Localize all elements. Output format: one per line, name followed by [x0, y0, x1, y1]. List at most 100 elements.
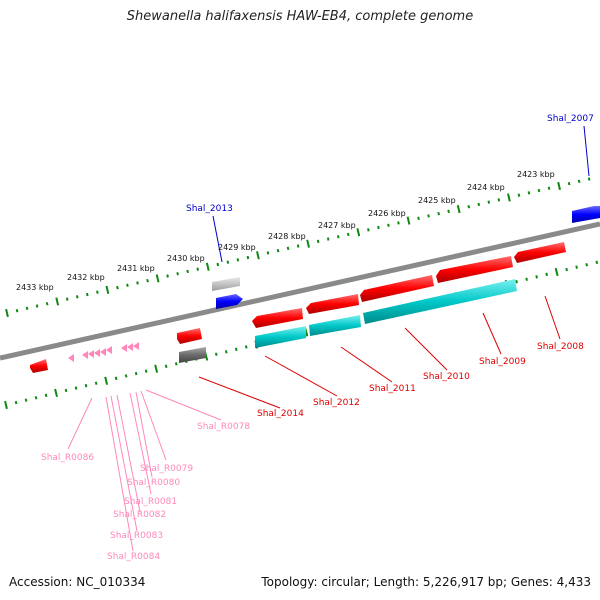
- minor-tick: [84, 383, 88, 388]
- label-shal-2013[interactable]: Shal_2013: [186, 204, 233, 214]
- gene-shal-2010[interactable]: [360, 275, 434, 302]
- label-shal-r0083[interactable]: Shal_R0083: [110, 531, 163, 541]
- minor-tick: [86, 292, 89, 297]
- gene-labels: Shal_2007 Shal_2013 Shal_2008 Shal_2009 …: [41, 114, 594, 562]
- minor-tick: [535, 275, 538, 279]
- outer-tick-ring: [5, 177, 591, 318]
- minor-tick: [467, 205, 471, 209]
- trna-shal-r0081[interactable]: [100, 348, 106, 356]
- minor-tick: [14, 400, 18, 405]
- minor-tick: [487, 200, 491, 204]
- minor-tick: [214, 352, 218, 356]
- gene-far-left[interactable]: [30, 359, 48, 373]
- minor-tick: [567, 181, 571, 186]
- gene-shal-2009[interactable]: [436, 256, 513, 283]
- minor-tick: [587, 177, 591, 181]
- accession-text: Accession: NC_010334: [9, 575, 146, 589]
- minor-tick: [477, 202, 481, 207]
- trna-extra[interactable]: [133, 342, 139, 350]
- gene-shal-2011[interactable]: [306, 294, 359, 314]
- minor-tick: [296, 244, 300, 248]
- cds-teal-1[interactable]: [255, 326, 306, 348]
- minor-tick: [45, 302, 49, 306]
- minor-tick: [96, 290, 99, 294]
- scale-label-2433: 2433 kbp: [16, 283, 54, 292]
- label-shal-r0086[interactable]: Shal_R0086: [41, 453, 94, 463]
- scale-label-2432: 2432 kbp: [67, 273, 105, 282]
- label-shal-2014[interactable]: Shal_2014: [257, 409, 304, 419]
- minor-tick: [174, 362, 178, 366]
- minor-tick: [15, 308, 19, 313]
- major-tick: [55, 297, 60, 306]
- label-shal-2008[interactable]: Shal_2008: [537, 342, 584, 352]
- minor-tick: [244, 345, 248, 349]
- minor-tick: [236, 258, 240, 262]
- minor-tick: [246, 255, 250, 260]
- minor-tick: [176, 272, 179, 276]
- minor-tick: [427, 214, 430, 218]
- trna-shal-r0086[interactable]: [68, 354, 74, 362]
- major-tick: [356, 228, 361, 237]
- scale-label-2431: 2431 kbp: [117, 264, 155, 273]
- gene-shal-2013-blue[interactable]: [216, 294, 243, 309]
- label-shal-2012[interactable]: Shal_2012: [313, 398, 360, 408]
- gene-shal-2007[interactable]: [572, 206, 600, 223]
- map-title: Shewanella halifaxensis HAW-EB4, complet…: [126, 9, 474, 24]
- minor-tick: [116, 285, 119, 290]
- gene-shal-2008[interactable]: [514, 242, 566, 263]
- gene-shal-2014[interactable]: [177, 328, 202, 344]
- minor-tick: [226, 260, 230, 264]
- minor-tick: [527, 191, 531, 195]
- trna-shal-r0080[interactable]: [106, 346, 112, 354]
- trna-shal-r0079[interactable]: [121, 344, 127, 352]
- minor-tick: [144, 369, 148, 373]
- scale-label-2423: 2423 kbp: [517, 170, 555, 179]
- major-tick: [507, 193, 511, 202]
- gene-shal-2013-gray[interactable]: [212, 277, 240, 291]
- minor-tick: [276, 248, 280, 253]
- minor-tick: [326, 237, 330, 241]
- minor-tick: [266, 251, 270, 255]
- trna-shal-r0083[interactable]: [88, 350, 94, 358]
- trna-shal-r0082[interactable]: [94, 349, 100, 357]
- minor-tick: [437, 211, 440, 216]
- major-tick: [154, 364, 159, 373]
- major-tick: [5, 308, 9, 318]
- features-reverse: [30, 242, 566, 373]
- minor-tick: [286, 246, 290, 251]
- minor-tick: [565, 267, 568, 272]
- cds-teal-2[interactable]: [309, 315, 361, 336]
- label-shal-r0082[interactable]: Shal_R0082: [113, 510, 166, 520]
- minor-tick: [216, 262, 220, 267]
- label-shal-r0080[interactable]: Shal_R0080: [127, 478, 180, 488]
- label-shal-2010[interactable]: Shal_2010: [423, 372, 470, 382]
- minor-tick: [34, 396, 38, 400]
- scale-label-2429: 2429 kbp: [218, 243, 256, 252]
- cds-teal-3[interactable]: [363, 279, 517, 324]
- gene-shal-2012[interactable]: [252, 308, 303, 328]
- major-tick: [155, 274, 160, 283]
- label-shal-r0081[interactable]: Shal_R0081: [124, 497, 177, 507]
- label-shal-2007[interactable]: Shal_2007: [547, 114, 594, 124]
- trna-shal-r0084[interactable]: [82, 351, 88, 359]
- scale-label-2430: 2430 kbp: [167, 254, 205, 263]
- minor-tick: [387, 223, 390, 227]
- label-shal-2009[interactable]: Shal_2009: [479, 357, 526, 367]
- label-shal-r0084[interactable]: Shal_R0084: [107, 552, 160, 562]
- minor-tick: [124, 374, 128, 378]
- minor-tick: [525, 277, 528, 281]
- minor-tick: [447, 209, 450, 214]
- genome-backbone: [0, 221, 600, 361]
- label-shal-r0078[interactable]: Shal_R0078: [197, 422, 250, 432]
- genome-summary-text: Topology: circular; Length: 5,226,917 bp…: [261, 575, 591, 589]
- label-shal-2011[interactable]: Shal_2011: [369, 384, 416, 394]
- minor-tick: [545, 272, 548, 277]
- minor-tick: [75, 295, 79, 299]
- label-shal-r0079[interactable]: Shal_R0079: [140, 464, 193, 474]
- trna-shal-r0078[interactable]: [127, 343, 133, 351]
- major-tick: [104, 376, 109, 385]
- minor-tick: [377, 225, 380, 230]
- gene-shal-2014-gray[interactable]: [179, 347, 206, 363]
- scale-label-2425: 2425 kbp: [418, 196, 456, 205]
